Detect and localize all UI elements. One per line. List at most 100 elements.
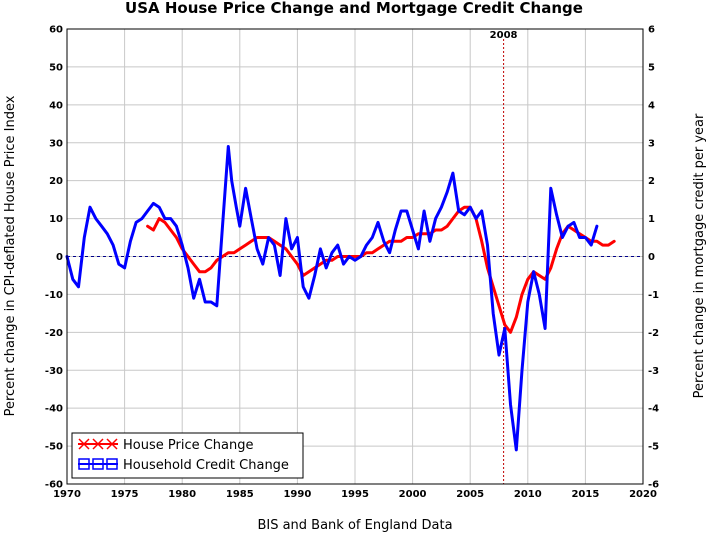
data-point	[527, 301, 529, 303]
data-point	[354, 259, 356, 262]
data-point	[313, 274, 316, 277]
y-tick-label-left: -20	[45, 328, 63, 339]
data-point	[210, 267, 212, 269]
data-point	[273, 244, 276, 246]
x-tick-label: 2010	[514, 489, 542, 500]
legend-marker	[78, 458, 90, 470]
data-point	[319, 263, 322, 265]
data-point	[348, 255, 351, 258]
series-line-house-price	[146, 205, 616, 334]
data-point	[175, 225, 178, 227]
y-tick-label-left: -50	[45, 442, 63, 453]
data-point	[590, 244, 592, 246]
data-point	[187, 267, 189, 269]
data-point	[515, 449, 518, 451]
data-point	[164, 217, 166, 220]
data-point	[521, 369, 523, 372]
y-axis-label-left: Percent change in CPI-deflated House Pri…	[3, 95, 18, 416]
legend-label: House Price Change	[123, 438, 254, 453]
data-point	[434, 217, 437, 220]
y-tick-label-right: 1	[648, 214, 655, 225]
data-point	[308, 297, 310, 300]
y-tick-label-left: 10	[49, 214, 63, 225]
data-point	[331, 259, 333, 262]
data-point	[555, 214, 558, 216]
x-tick-label: 2020	[629, 489, 657, 500]
x-tick-label: 2005	[456, 489, 484, 500]
data-point	[290, 255, 293, 258]
data-point	[550, 267, 552, 269]
data-point	[285, 217, 287, 220]
data-point	[141, 217, 143, 220]
data-point	[296, 263, 299, 265]
data-point	[544, 278, 546, 281]
y-tick-label-left: 40	[49, 100, 63, 111]
data-point	[129, 240, 132, 243]
data-point	[601, 244, 604, 246]
x-tick-label: 1995	[341, 489, 369, 500]
y-tick-label-left: -40	[45, 404, 63, 415]
y-tick-label-right: -6	[648, 480, 659, 491]
data-point	[239, 248, 241, 250]
data-point	[216, 259, 218, 262]
legend: House Price Change Household Credit Chang…	[71, 432, 304, 479]
data-point	[135, 221, 137, 224]
legend-label: Household Credit Change	[123, 458, 289, 473]
data-point	[492, 312, 495, 315]
data-point	[285, 248, 287, 250]
data-point	[319, 248, 322, 250]
data-point	[504, 324, 506, 326]
data-point	[365, 251, 368, 254]
data-point	[394, 229, 397, 231]
y-tick-label-right: -1	[648, 290, 659, 301]
data-point	[169, 217, 172, 220]
data-point	[452, 217, 454, 220]
data-point	[377, 248, 379, 250]
data-point	[521, 293, 523, 296]
data-point	[198, 270, 201, 273]
right-axis-ticks: 6 5 4 3 2 1 0 -1 -2 -3 -4 -5 -6	[648, 25, 659, 491]
data-point	[100, 225, 103, 227]
data-point	[146, 210, 149, 212]
y-tick-label-right: 5	[648, 62, 655, 73]
data-point	[527, 278, 529, 281]
data-point	[230, 179, 233, 182]
legend-marker	[92, 438, 104, 450]
data-point	[181, 244, 183, 246]
data-point	[302, 286, 305, 288]
data-point	[417, 248, 420, 250]
data-point	[175, 236, 178, 239]
data-point	[262, 263, 264, 265]
data-point	[250, 240, 253, 243]
legend-marker	[92, 458, 104, 470]
data-point	[296, 236, 299, 239]
data-point	[164, 221, 166, 224]
data-point	[256, 236, 258, 239]
data-point	[325, 259, 328, 262]
data-point	[250, 217, 253, 220]
data-point	[573, 221, 575, 224]
data-point	[221, 225, 224, 227]
data-point	[457, 210, 460, 212]
x-tick-label: 2015	[571, 489, 599, 500]
data-point	[342, 263, 345, 265]
data-point	[406, 210, 408, 212]
data-point	[509, 331, 512, 334]
data-point	[279, 274, 281, 277]
data-point	[192, 263, 195, 265]
data-point	[555, 248, 558, 250]
data-point	[492, 286, 495, 288]
data-point	[538, 274, 541, 277]
data-point	[446, 191, 449, 193]
data-point	[118, 263, 120, 265]
data-point	[336, 255, 339, 258]
data-point	[273, 240, 276, 243]
data-point	[463, 206, 466, 208]
data-point	[475, 217, 477, 220]
y-tick-label-right: 0	[648, 252, 655, 263]
data-point	[244, 244, 247, 246]
data-point	[169, 229, 172, 231]
data-point	[158, 206, 160, 208]
x-tick-label: 1985	[226, 489, 254, 500]
